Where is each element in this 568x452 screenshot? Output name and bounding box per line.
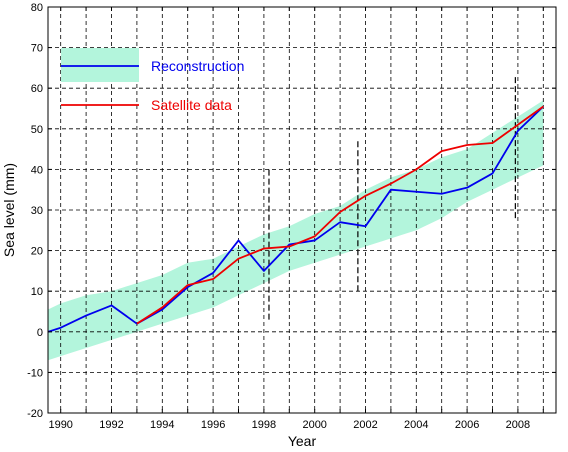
y-tick-label: 70 [31, 43, 43, 55]
x-tick-label: 1996 [201, 419, 225, 431]
legend-label-reconstruction: Reconstruction [151, 58, 244, 74]
x-axis-title: Year [288, 433, 317, 449]
x-tick-label: 2004 [404, 419, 428, 431]
y-tick-label: -20 [27, 408, 43, 420]
x-tick-label: 2000 [302, 419, 326, 431]
y-tick-label: 30 [31, 205, 43, 217]
legend-label-satellite-data: Satellite data [151, 97, 232, 113]
x-tick-label: 1990 [48, 419, 72, 431]
x-tick-label: 1994 [150, 419, 174, 431]
x-tick-label: 2006 [455, 419, 479, 431]
tick-layer: 1990 1992 1994 1996 1998 2000 2002 2004 2006 2008… [27, 2, 556, 431]
x-tick-label: 1992 [99, 419, 123, 431]
y-tick-label: 50 [31, 124, 43, 136]
legend-band-swatch [61, 48, 139, 82]
uncertainty-band-layer [48, 100, 544, 361]
y-tick-label: 0 [37, 327, 43, 339]
grid-layer [48, 7, 556, 413]
x-tick-label: 2008 [506, 419, 530, 431]
y-tick-label: 60 [31, 83, 43, 95]
y-tick-label: 20 [31, 246, 43, 258]
y-axis-title: Sea level (mm) [1, 163, 17, 257]
x-tick-label: 2002 [353, 419, 377, 431]
y-tick-label: 40 [31, 164, 43, 176]
error-bar-layer [268, 76, 516, 320]
x-tick-label: 1998 [252, 419, 276, 431]
y-tick-label: 80 [31, 2, 43, 14]
series-line-satellite-data [136, 105, 544, 325]
legend: Reconstruction Satellite data [61, 48, 244, 113]
series-layer [47, 105, 544, 333]
y-tick-label: 10 [31, 286, 43, 298]
uncertainty-band [48, 100, 544, 361]
series-line-reconstruction [47, 105, 544, 333]
y-tick-label: -10 [27, 367, 43, 379]
